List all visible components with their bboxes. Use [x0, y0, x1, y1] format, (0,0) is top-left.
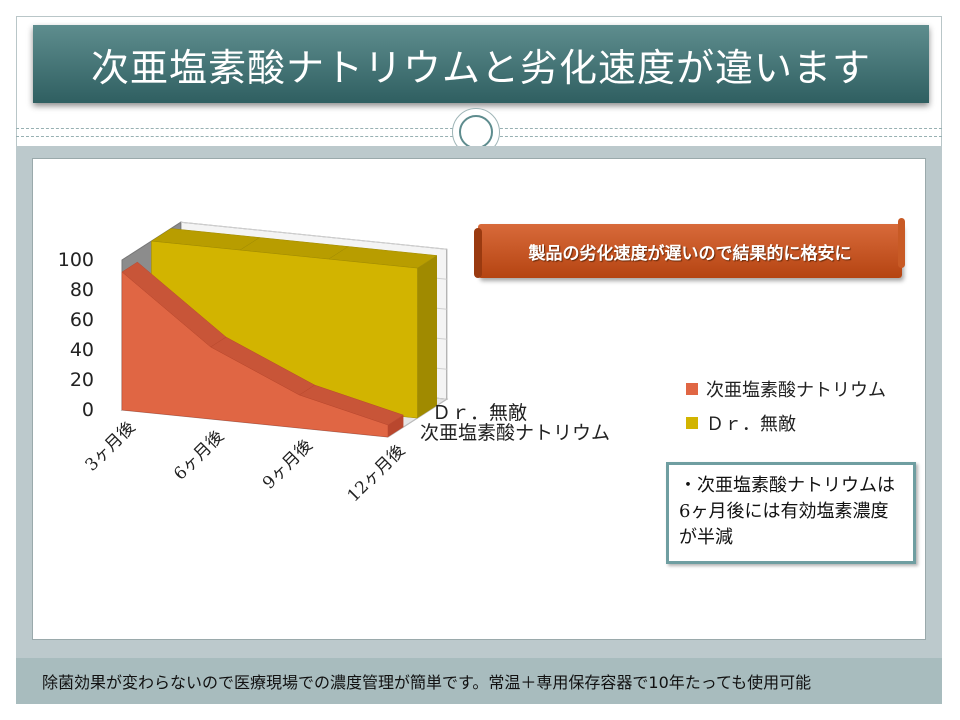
y-tick-label-0: 0	[82, 399, 94, 421]
legend-label-dr: Ｄｒ．無敵	[706, 414, 796, 435]
title-bar: 次亜塩素酸ナトリウムと劣化速度が違います	[33, 25, 929, 103]
series-axis-label-sodium: 次亜塩素酸ナトリウム	[420, 422, 610, 444]
series-1-end	[417, 255, 437, 419]
x-tick-label-3: 12ヶ月後	[344, 441, 410, 507]
legend-swatch-sodium	[686, 383, 698, 395]
x-tick-label-2: 9ヶ月後	[259, 436, 317, 494]
banner-text: 製品の劣化速度が遅いので結果的に格安に	[528, 243, 852, 264]
callout-banner: 製品の劣化速度が遅いので結果的に格安に	[474, 218, 905, 278]
slide-title: 次亜塩素酸ナトリウムと劣化速度が違います	[90, 45, 871, 90]
footer-text: 除菌効果が変わらないので医療現場での濃度管理が簡単です。常温＋専用保存容器で10…	[42, 673, 812, 692]
y-tick-label-4: 80	[70, 279, 94, 301]
legend-item-dr: Ｄｒ．無敵	[686, 406, 886, 440]
x-tick-label-0: 3ヶ月後	[82, 418, 140, 476]
series-0	[121, 261, 404, 438]
note-box: ・次亜塩素酸ナトリウムは6ヶ月後には有効塩素濃度が半減	[666, 462, 916, 564]
series-0-end	[388, 415, 404, 437]
y-tick-label-1: 20	[70, 369, 94, 391]
x-tick-label-1: 6ヶ月後	[170, 427, 228, 485]
legend-item-sodium: 次亜塩素酸ナトリウム	[686, 372, 886, 406]
y-axis-ticks: 0 20 40 60 80 100	[58, 249, 94, 421]
legend-swatch-dr	[686, 417, 698, 429]
chart-legend: 次亜塩素酸ナトリウム Ｄｒ．無敵	[686, 372, 886, 440]
legend-label-sodium: 次亜塩素酸ナトリウム	[706, 380, 886, 401]
chart-series	[121, 228, 438, 438]
y-tick-label-2: 40	[70, 339, 94, 361]
y-tick-label-5: 100	[58, 249, 94, 271]
gridline-5	[180, 221, 447, 250]
note-text: ・次亜塩素酸ナトリウムは6ヶ月後には有効塩素濃度が半減	[679, 475, 895, 548]
footer-bar: 除菌効果が変わらないので医療現場での濃度管理が簡単です。常温＋専用保存容器で10…	[16, 658, 942, 704]
y-tick-label-3: 60	[70, 309, 94, 331]
series-axis-label-dr: Ｄｒ．無敵	[432, 402, 527, 424]
